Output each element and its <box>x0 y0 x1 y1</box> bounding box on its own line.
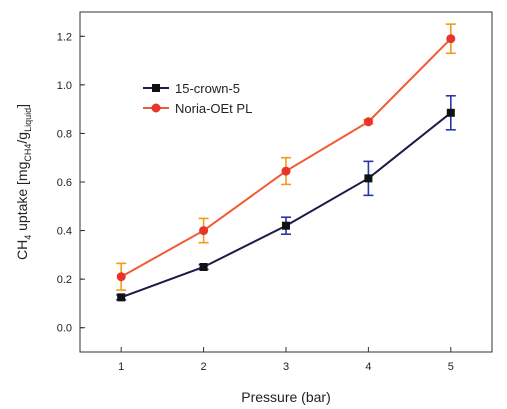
data-point-square <box>446 108 455 117</box>
y-tick-label: 1.0 <box>57 80 72 92</box>
data-point-circle <box>116 272 126 282</box>
y-tick-label: 0.4 <box>57 226 72 238</box>
y-tick-label: 0.6 <box>57 177 72 189</box>
y-axis-title-slash: /g <box>14 132 30 144</box>
legend-marker <box>151 103 161 113</box>
x-tick-label: 4 <box>365 361 371 373</box>
series-line-1 <box>120 112 452 299</box>
data-point-circle <box>363 117 373 127</box>
y-axis-ticks: 0.0 0.2 0.4 0.6 0.8 1.0 1.2 <box>57 31 85 335</box>
x-axis-title: Pressure (bar) <box>241 389 330 405</box>
y-axis-title: CH4 uptake [mgCH4/gLiquid] <box>14 104 33 260</box>
y-tick-label: 0.2 <box>57 274 72 286</box>
data-point-circle <box>199 226 209 236</box>
x-axis-ticks: 1 2 3 4 5 <box>118 347 454 373</box>
data-point-square <box>117 293 126 302</box>
y-axis-title-sub-ch4: CH4 <box>23 144 33 162</box>
data-point-square <box>199 263 208 271</box>
legend: 15-crown-5 Noria-OEt PL <box>143 81 252 116</box>
data-point-square <box>282 221 290 230</box>
series-layer <box>116 23 456 302</box>
legend-marker <box>152 84 160 92</box>
y-axis-title-end: ] <box>14 104 30 108</box>
x-tick-label: 2 <box>201 361 207 373</box>
y-tick-label: 0.8 <box>57 128 72 140</box>
y-axis-title-ch: CH <box>14 240 30 260</box>
y-axis-title-uptake: uptake [mg <box>14 162 30 235</box>
x-tick-label: 5 <box>448 361 454 373</box>
y-axis-title-sub4: 4 <box>23 235 33 240</box>
y-axis-title-sub-liquid: Liquid <box>23 108 33 132</box>
x-tick-label: 3 <box>283 361 289 373</box>
x-tick-label: 1 <box>118 361 124 373</box>
data-point-square <box>364 174 373 183</box>
legend-label: Noria-OEt PL <box>175 101 252 116</box>
data-point-circle <box>281 166 291 176</box>
legend-label: 15-crown-5 <box>175 81 240 96</box>
y-tick-label: 0.0 <box>57 323 72 335</box>
y-tick-label: 1.2 <box>57 31 72 43</box>
data-point-circle <box>446 34 456 44</box>
